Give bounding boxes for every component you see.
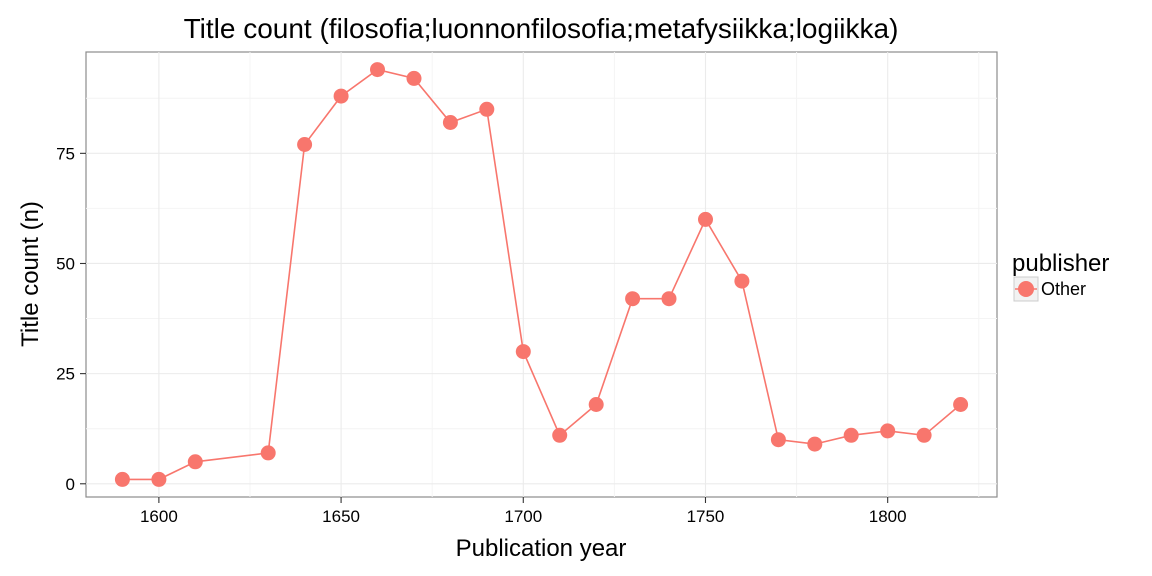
y-tick-label: 25 bbox=[56, 365, 75, 384]
data-point bbox=[625, 291, 641, 307]
x-tick-label: 1750 bbox=[687, 507, 725, 526]
data-point bbox=[880, 423, 896, 439]
legend: publisher Other bbox=[1012, 250, 1109, 302]
data-point bbox=[843, 427, 859, 443]
data-point bbox=[151, 471, 167, 487]
grid bbox=[86, 52, 997, 497]
data-point bbox=[770, 432, 786, 448]
data-point bbox=[479, 101, 495, 117]
data-point bbox=[333, 88, 349, 104]
data-point bbox=[187, 454, 203, 470]
data-point bbox=[260, 445, 276, 461]
data-point bbox=[916, 427, 932, 443]
legend-key-point bbox=[1018, 281, 1034, 297]
x-axis-title: Publication year bbox=[456, 535, 627, 562]
data-point bbox=[297, 137, 313, 152]
data-point bbox=[661, 291, 677, 307]
y-axis-title: Title count (n) bbox=[17, 201, 44, 347]
y-tick-label: 50 bbox=[56, 254, 75, 273]
plot-panel bbox=[85, 51, 998, 498]
x-tick-label: 1650 bbox=[322, 507, 360, 526]
chart-title: Title count (filosofia;luonnonfilosofia;… bbox=[184, 13, 899, 44]
series-layer bbox=[114, 62, 969, 487]
data-point bbox=[698, 211, 713, 227]
x-tick-label: 1700 bbox=[504, 507, 542, 526]
legend-label-other: Other bbox=[1041, 279, 1086, 299]
data-point bbox=[953, 397, 969, 412]
data-point bbox=[370, 62, 385, 78]
data-point bbox=[515, 344, 531, 360]
axes: 1600 1650 1700 1750 1800 0 25 50 75 bbox=[56, 144, 907, 526]
data-point bbox=[552, 427, 568, 443]
data-point bbox=[588, 397, 604, 412]
y-tick-label: 75 bbox=[56, 144, 75, 163]
x-tick-label: 1600 bbox=[140, 507, 178, 526]
data-point bbox=[807, 436, 823, 452]
data-point bbox=[442, 115, 458, 130]
x-tick-label: 1800 bbox=[869, 507, 907, 526]
y-tick-label: 0 bbox=[66, 475, 75, 494]
data-point bbox=[114, 471, 130, 487]
legend-title: publisher bbox=[1012, 250, 1109, 277]
data-point bbox=[734, 273, 750, 289]
data-point bbox=[406, 70, 422, 86]
